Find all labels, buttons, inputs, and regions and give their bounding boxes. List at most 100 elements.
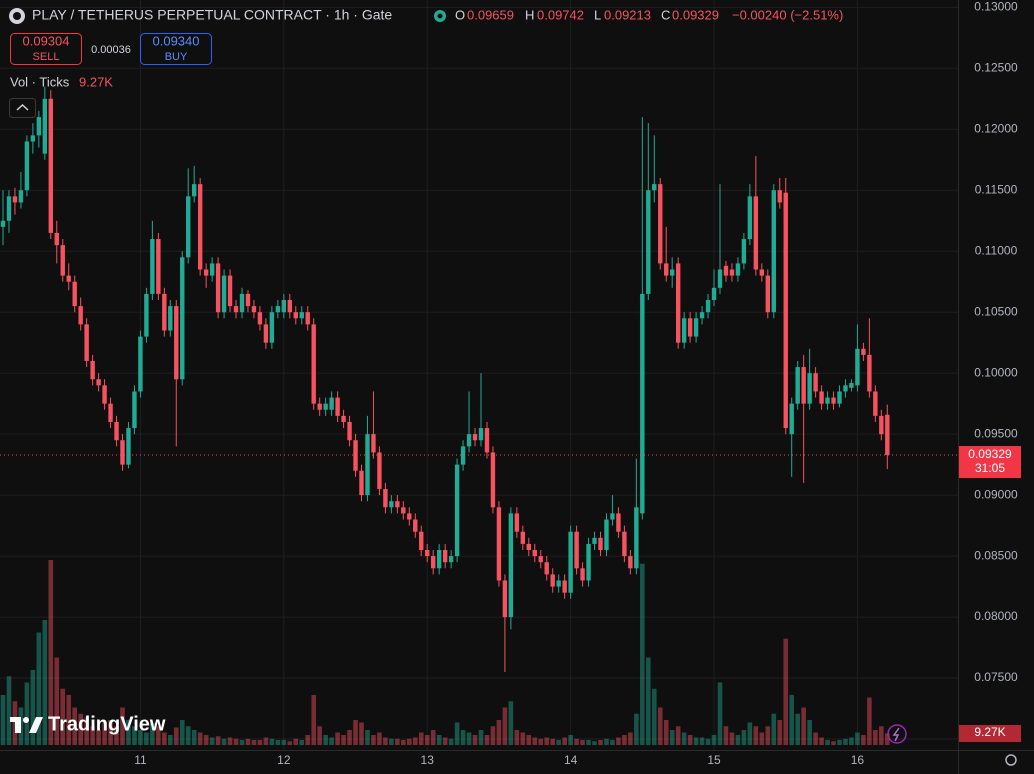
candle-body	[741, 239, 747, 264]
y-tick-label: 0.08500	[974, 548, 1018, 562]
candle-body	[251, 306, 257, 313]
volume-bar	[209, 737, 215, 745]
candle-body	[837, 391, 842, 404]
candle-body	[580, 568, 585, 581]
volume-bar	[586, 740, 591, 745]
ohlc-l-value: 0.09213	[604, 7, 651, 22]
candle-body	[227, 275, 233, 307]
volume-bar	[359, 722, 364, 745]
volume-bar	[347, 730, 352, 745]
candle-body	[132, 391, 137, 429]
candle-body	[604, 519, 609, 550]
candle-body	[568, 531, 573, 593]
volume-bar	[634, 713, 639, 745]
candle-body	[126, 428, 131, 465]
volume-legend: Vol · Ticks	[10, 74, 70, 89]
candle-body	[783, 192, 788, 429]
sell-label: SELL	[33, 51, 60, 63]
candle-body	[843, 385, 848, 392]
volume-legend-value: 9.27K	[79, 74, 113, 89]
candle-body	[407, 513, 412, 520]
x-tick-label: 13	[421, 753, 435, 767]
candle-body	[24, 141, 30, 191]
volume-bar	[472, 735, 478, 745]
buy-button[interactable]	[140, 33, 212, 65]
collapse-button[interactable]	[9, 98, 36, 118]
candle-body	[395, 501, 400, 508]
logo-part	[15, 717, 21, 733]
candle-body	[287, 300, 292, 313]
volume-bar	[263, 737, 269, 745]
volume-bar	[873, 730, 878, 745]
candle-body	[544, 562, 549, 575]
volume-bar	[837, 740, 842, 745]
candle-body	[12, 196, 18, 203]
candle-body	[413, 519, 418, 532]
symbol-title[interactable]: PLAY / TETHERUS PERPETUAL CONTRACT · 1h …	[32, 7, 392, 23]
replay-bolt	[892, 727, 900, 742]
volume-bar	[765, 726, 771, 745]
volume-bar	[221, 738, 227, 745]
volume-bar	[84, 717, 89, 745]
candle-body	[699, 312, 705, 319]
x-tick-label: 15	[707, 753, 721, 767]
y-tick-label: 0.10000	[974, 365, 1018, 379]
candle-body	[30, 135, 36, 142]
volume-bar	[867, 697, 872, 745]
volume-bar	[287, 741, 293, 745]
candle-body	[144, 293, 149, 337]
volume-bar	[622, 735, 627, 745]
volume-bar	[520, 732, 526, 745]
candle-body	[556, 580, 561, 587]
candle-body	[174, 306, 179, 380]
candle-body	[305, 312, 310, 325]
volume-bar	[801, 707, 806, 745]
replay-icon[interactable]	[887, 724, 907, 744]
candle-body	[72, 281, 77, 307]
candle-body	[795, 367, 800, 404]
candle-body	[472, 434, 478, 441]
y-tick-label: 0.07500	[974, 670, 1018, 684]
candle-body	[401, 507, 406, 514]
candle-body	[150, 239, 155, 294]
candle-body	[353, 440, 358, 471]
candle-body	[717, 269, 723, 288]
volume-bar	[191, 730, 197, 745]
volume-bar	[138, 730, 143, 745]
volume-bar	[843, 738, 848, 745]
volume-bar	[275, 740, 281, 745]
volume-label-box	[959, 725, 1021, 742]
candle-body	[598, 537, 603, 550]
buy-price: 0.09340	[153, 33, 200, 48]
candle-body	[341, 415, 346, 422]
volume-bar	[747, 722, 753, 745]
candle-body	[162, 293, 167, 331]
volume-bar	[418, 732, 424, 745]
logo-part	[23, 717, 29, 723]
volume-bar	[663, 720, 669, 745]
sell-button[interactable]	[10, 33, 82, 65]
volume-bar	[729, 732, 735, 745]
candle-body	[855, 348, 860, 386]
volume-bar	[484, 735, 490, 745]
volume-bar	[556, 740, 561, 745]
y-tick-label: 0.13000	[974, 0, 1018, 13]
volume-bar	[42, 620, 48, 745]
volume-bar	[592, 741, 597, 745]
volume-bar	[628, 732, 633, 745]
ohlc-o-value: 0.09659	[467, 7, 514, 22]
volume-bar	[723, 726, 729, 745]
volume-bar	[831, 741, 836, 745]
volume-axis-label: 9.27K	[974, 725, 1005, 739]
volume-bar	[179, 720, 185, 745]
candle-body	[84, 324, 89, 361]
candle-body	[90, 360, 95, 380]
volume-bar	[389, 738, 394, 745]
volume-bar	[412, 737, 418, 745]
ohlc-c-label: C	[661, 7, 670, 22]
candle-body	[723, 265, 729, 276]
settings-button[interactable]	[1005, 754, 1017, 766]
candle-body	[807, 373, 812, 404]
volume-bar	[861, 735, 866, 745]
